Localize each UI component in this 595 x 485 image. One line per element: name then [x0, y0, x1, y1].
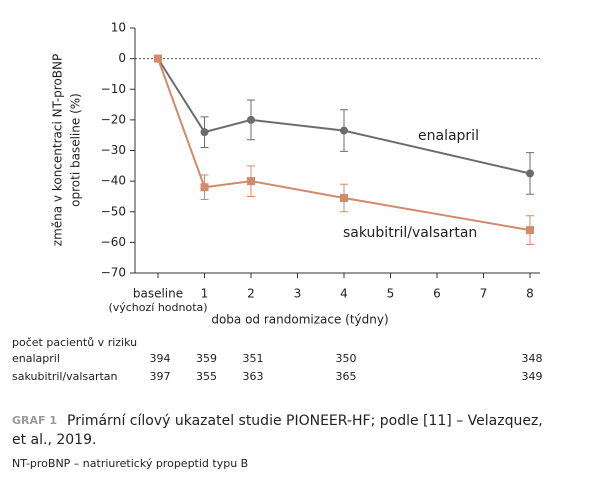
- x-tick-label: 4: [340, 287, 348, 301]
- series-label: sakubitril/valsartan: [343, 225, 477, 241]
- y-tick-label: −10: [101, 82, 126, 96]
- table-row-name: enalapril: [12, 352, 60, 365]
- table-cell: 359: [196, 352, 217, 365]
- x-tick-label: 6: [433, 287, 441, 301]
- y-tick-label: −40: [101, 174, 126, 188]
- table-cell: 350: [336, 352, 357, 365]
- y-axis-label: změna v koncentraci NT-proBNP: [51, 54, 65, 246]
- table-cell: 394: [150, 352, 171, 365]
- y-tick-label: −30: [101, 143, 126, 157]
- table-cell: 351: [243, 352, 264, 365]
- y-tick-label: −20: [101, 112, 126, 126]
- point: [200, 128, 209, 137]
- point: [340, 126, 348, 135]
- point: [340, 193, 348, 202]
- table-cell: 397: [150, 370, 171, 383]
- y-tick-label: −60: [101, 235, 126, 249]
- y-axis-label: oproti baseline (%): [69, 93, 83, 207]
- caption-text: et al., 2019.: [12, 432, 96, 448]
- x-tick-label: 3: [294, 287, 302, 301]
- table-cell: 355: [196, 370, 217, 383]
- point: [247, 177, 255, 186]
- x-tick-label: 2: [247, 287, 255, 301]
- y-tick-label: −50: [101, 204, 126, 218]
- x-tick-label: 5: [387, 287, 395, 301]
- point: [247, 115, 255, 124]
- x-tick-label: 7: [480, 287, 488, 301]
- point: [526, 226, 534, 235]
- x-tick-label: 1: [201, 287, 209, 301]
- table-cell: 365: [336, 370, 357, 383]
- y-tick-label: 0: [118, 51, 126, 65]
- y-tick-label: −70: [101, 266, 126, 280]
- x-tick-sublabel: (výchozí hodnota): [108, 301, 207, 314]
- table-cell: 363: [243, 370, 264, 383]
- x-tick-label: baseline: [133, 287, 183, 301]
- point: [200, 183, 209, 192]
- caption-text: Primární cílový ukazatel studie PIONEER-…: [67, 413, 543, 429]
- point: [526, 169, 534, 178]
- table-cell: 348: [522, 352, 543, 365]
- y-tick-label: 10: [111, 21, 126, 35]
- series-label: enalapril: [418, 128, 479, 144]
- x-tick-label: 8: [526, 287, 534, 301]
- x-axis-label: doba od randomizace (týdny): [211, 313, 388, 327]
- point: [154, 54, 162, 63]
- caption-label: GRAF 1: [12, 414, 57, 427]
- table-title: počet pacientů v riziku: [12, 336, 137, 349]
- table-cell: 349: [522, 370, 543, 383]
- footnote: NT-proBNP – natriuretický propeptid typu…: [12, 457, 248, 470]
- table-row-name: sakubitril/valsartan: [12, 370, 118, 383]
